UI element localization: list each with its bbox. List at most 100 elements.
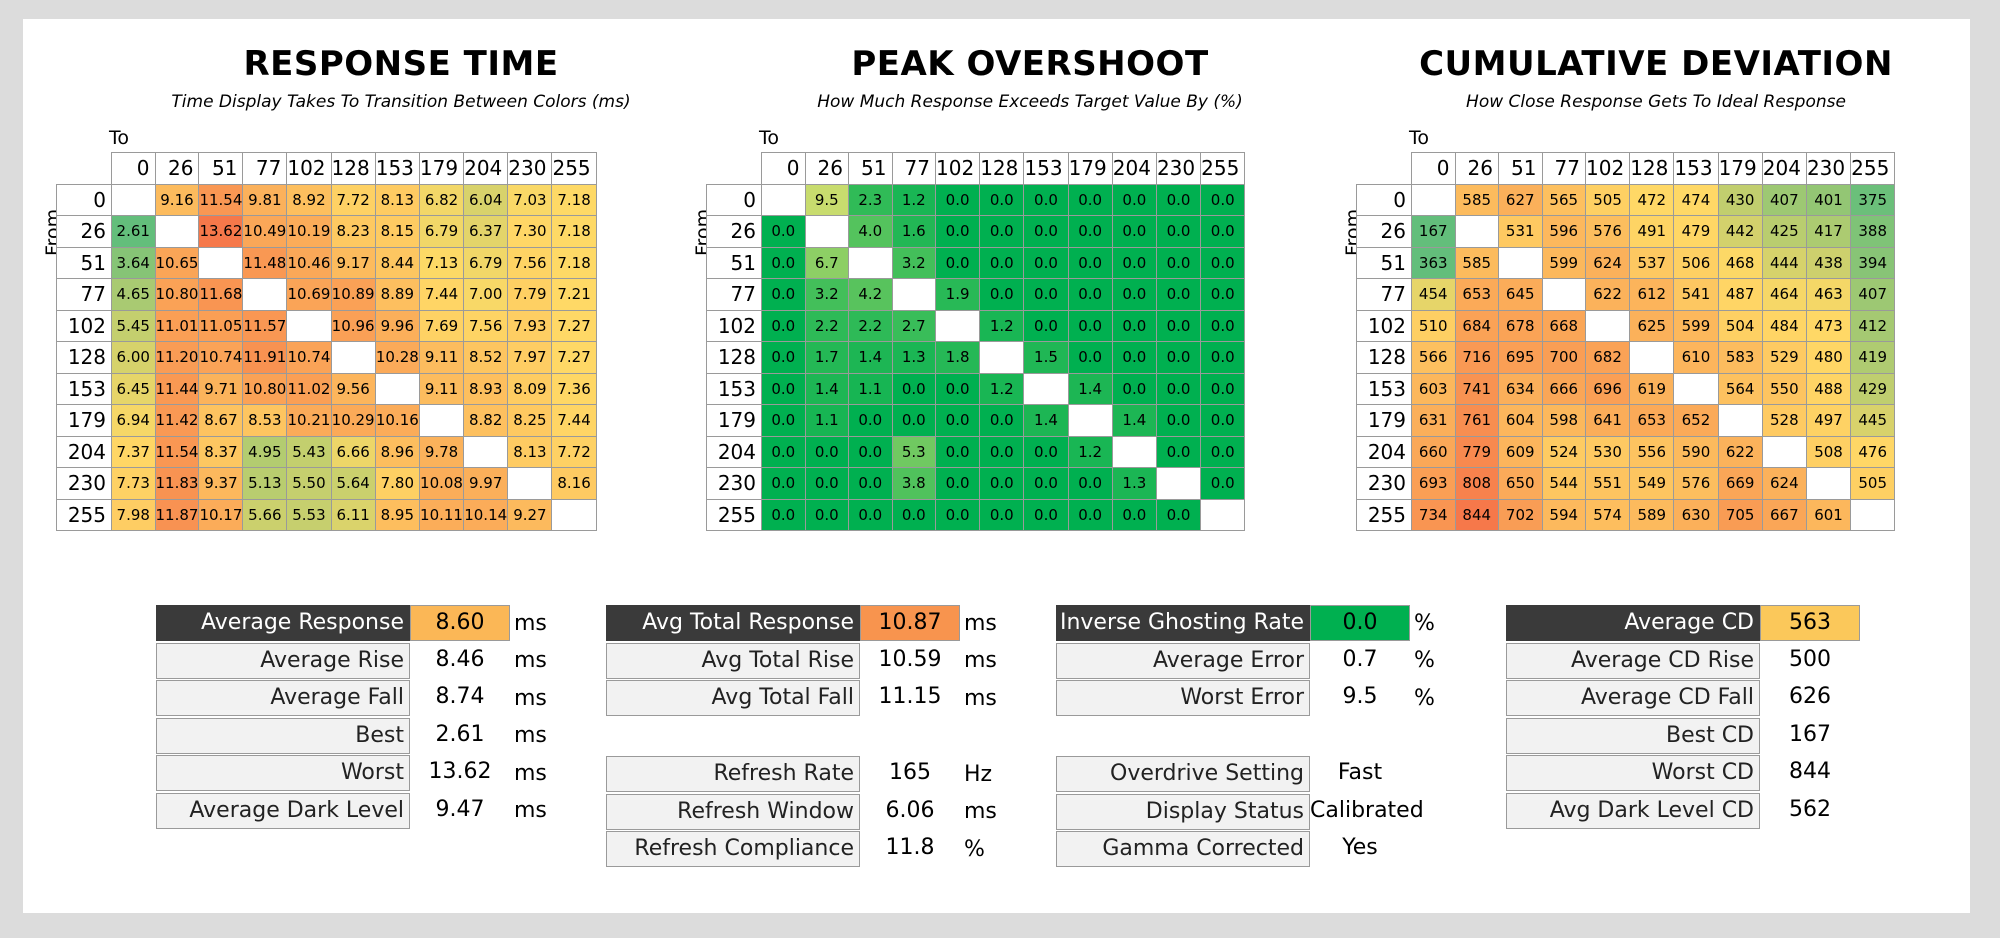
stat-value: 6.06 [885, 797, 935, 823]
peak-overshoot-cell: 1.2 [891, 183, 936, 216]
response-time-col-header: 26 [154, 152, 200, 185]
response-time-col-header: 153 [374, 152, 420, 185]
peak-overshoot-cell: 0.0 [1067, 246, 1113, 279]
peak-overshoot-cell: 0.0 [1155, 498, 1202, 531]
peak-overshoot-col-header: 230 [1155, 152, 1202, 185]
peak-overshoot-cell: 0.0 [1200, 404, 1246, 437]
response-time-cell: 9.81 [242, 183, 288, 216]
peak-overshoot-cell: 0.0 [848, 498, 893, 531]
stat-unit: ms [514, 723, 547, 748]
peak-overshoot-cell: 0.0 [804, 467, 849, 500]
stat-label: Refresh Rate [606, 756, 860, 792]
cumulative-deviation-cell: 530 [1584, 435, 1631, 468]
peak-overshoot-cell: 0.0 [979, 215, 1025, 248]
stat-row-total: Avg Total Fall 11.15 ms [606, 680, 997, 716]
peak-overshoot-cell: 0.0 [848, 467, 893, 500]
cumulative-deviation-cell: 590 [1673, 435, 1719, 468]
peak-overshoot-row-header: 51 [706, 246, 762, 279]
response-time-cell: 7.18 [551, 215, 597, 248]
cumulative-deviation-cell: 666 [1541, 372, 1586, 405]
cumulative-deviation-cell: 566 [1411, 341, 1456, 374]
response-time-cell: 8.15 [374, 215, 420, 248]
cumulative-deviation-col-header: 153 [1673, 152, 1719, 185]
cumulative-deviation-cell: 463 [1805, 278, 1852, 311]
peak-overshoot-cell: 4.0 [848, 215, 893, 248]
stat-row-refresh: Refresh Rate 165 Hz [606, 756, 992, 792]
response-time-cell: 5.66 [242, 498, 288, 531]
peak-overshoot-cell: 0.0 [761, 435, 806, 468]
response-time-cell: 9.11 [418, 372, 465, 405]
cumulative-deviation-cell: 537 [1629, 246, 1675, 279]
stat-value: 0.0 [1310, 605, 1410, 641]
response-time-cell: 9.37 [198, 467, 244, 500]
cumulative-deviation-cell: 544 [1541, 467, 1586, 500]
cumulative-deviation-cell: 598 [1541, 404, 1586, 437]
response-time-cell: 9.27 [507, 498, 553, 531]
cumulative-deviation-row-header: 128 [1356, 341, 1412, 374]
peak-overshoot-cell: 0.0 [1023, 435, 1069, 468]
cumulative-deviation-cell: 438 [1805, 246, 1852, 279]
response-time-cell: 11.42 [154, 404, 200, 437]
peak-overshoot-row-header: 153 [706, 372, 762, 405]
response-time-cell: 11.87 [154, 498, 200, 531]
stat-label: Refresh Compliance [606, 831, 860, 867]
peak-overshoot-cell [1155, 467, 1202, 500]
stat-row-total: Avg Total Response 10.87 ms [606, 605, 997, 641]
peak-overshoot-cell: 0.0 [761, 341, 806, 374]
peak-overshoot-cell: 1.8 [934, 341, 981, 374]
stat-value: 562 [1789, 796, 1831, 822]
peak-overshoot-cell: 0.0 [1200, 246, 1246, 279]
response-time-cell: 7.72 [551, 435, 597, 468]
stat-row-refresh: Refresh Compliance 11.8% [606, 831, 985, 867]
peak-overshoot-cell: 0.0 [934, 246, 981, 279]
peak-overshoot-cell: 5.3 [891, 435, 936, 468]
response-time-cell: 5.13 [242, 467, 288, 500]
peak-overshoot-cell: 0.0 [761, 246, 806, 279]
peak-overshoot-cell: 0.0 [1200, 341, 1246, 374]
peak-overshoot-cell: 0.0 [979, 498, 1025, 531]
response-time-cell [111, 183, 156, 216]
response-time-cell: 10.11 [418, 498, 465, 531]
response-time-col-header: 179 [418, 152, 465, 185]
response-time-heatmap: 0 26 51 77 102 128 153 179 204 230 255 0 9.16 11.54 9.… [56, 152, 597, 531]
peak-overshoot-cell: 9.5 [804, 183, 849, 216]
peak-overshoot-cell: 2.2 [804, 309, 849, 342]
cumulative-deviation-cell: 473 [1805, 309, 1852, 342]
peak-overshoot-cell: 0.0 [761, 498, 806, 531]
peak-overshoot-cell: 0.0 [1200, 215, 1246, 248]
peak-overshoot-row-header: 204 [706, 435, 762, 468]
response-time-cell: 3.64 [111, 246, 156, 279]
cumulative-deviation-col-header: 128 [1629, 152, 1675, 185]
stat-unit: ms [514, 798, 547, 823]
cumulative-deviation-cell: 549 [1629, 467, 1675, 500]
response-time-col-header: 51 [198, 152, 244, 185]
cumulative-deviation-col-header: 77 [1541, 152, 1586, 185]
response-time-cell: 5.43 [286, 435, 332, 468]
response-time-cell: 9.17 [330, 246, 376, 279]
cumulative-deviation-cell: 645 [1498, 278, 1543, 311]
cumulative-deviation-cell: 603 [1411, 372, 1456, 405]
stat-unit: ms [514, 610, 547, 636]
peak-overshoot-cell: 0.0 [891, 372, 936, 405]
stat-label: Gamma Corrected [1056, 831, 1310, 867]
peak-overshoot-cell: 0.0 [1155, 341, 1202, 374]
peak-overshoot-cell: 0.0 [761, 404, 806, 437]
cumulative-deviation-cell: 472 [1629, 183, 1675, 216]
response-time-cell: 6.94 [111, 404, 156, 437]
response-time-cell: 7.69 [418, 309, 465, 342]
response-time-cell: 9.16 [154, 183, 200, 216]
cumulative-deviation-cell: 601 [1805, 498, 1852, 531]
response-time-cell: 11.02 [286, 372, 332, 405]
response-time-cell: 8.95 [374, 498, 420, 531]
stat-unit: ms [964, 610, 997, 636]
response-time-cell: 5.45 [111, 309, 156, 342]
cumulative-deviation-cell: 430 [1717, 183, 1763, 216]
response-time-cell: 10.65 [154, 246, 200, 279]
response-time-col-header: 255 [551, 152, 597, 185]
heatmap-corner [707, 153, 762, 185]
cumulative-deviation-cell: 594 [1541, 498, 1586, 531]
stat-row-response: Average Fall 8.74 ms [156, 680, 547, 716]
peak-overshoot-cell: 0.0 [761, 467, 806, 500]
response-time-cell: 11.91 [242, 341, 288, 374]
response-time-cell: 7.44 [418, 278, 465, 311]
